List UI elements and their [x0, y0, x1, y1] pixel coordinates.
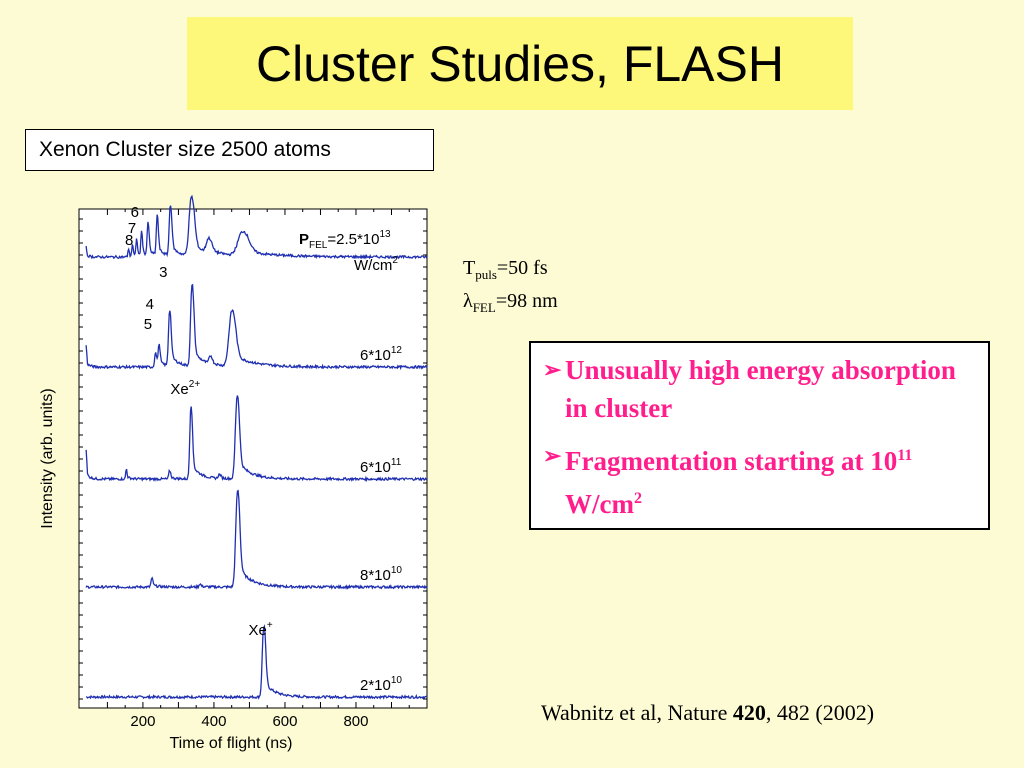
slide-title: Cluster Studies, FLASH [256, 35, 784, 92]
pulse-parameters: Tpuls=50 fs λFEL=98 nm [463, 255, 558, 321]
citation-pages: , 482 (2002) [765, 700, 875, 725]
y-axis-label: Intensity (arb. units) [39, 388, 56, 529]
peak-annotation: 5 [144, 316, 152, 333]
x-tick-label: 800 [343, 713, 368, 730]
peak-annotation: 3 [159, 264, 167, 281]
x-tick-label: 600 [272, 713, 297, 730]
peak-annotation: Xe+ [249, 620, 273, 639]
series-label: 8*1010 [360, 565, 402, 584]
series-label: 2*1010 [360, 675, 402, 694]
series-label: 6*1011 [360, 457, 402, 476]
tpuls-symbol: T [463, 257, 476, 279]
citation-volume: 420 [732, 700, 766, 725]
top-panel-label: PFEL=2.5*1013 [299, 229, 391, 251]
series-line [85, 489, 428, 590]
fel-wavelength: λFEL=98 nm [463, 288, 558, 321]
series-label: 6*1012 [360, 345, 402, 364]
series-line [86, 624, 428, 700]
plot-frame [78, 208, 428, 709]
finding-1: ➢ Unusually high energy absorption in cl… [543, 351, 980, 427]
series-line [85, 395, 428, 483]
finding-2: ➢ Fragmentation starting at 1011 W/cm2 [543, 437, 980, 523]
arrow-bullet-icon: ➢ [543, 443, 562, 468]
title-banner: Cluster Studies, FLASH [187, 17, 853, 110]
x-tick-label: 400 [201, 713, 226, 730]
subtitle-text: Xenon Cluster size 2500 atoms [39, 138, 331, 161]
citation: Wabnitz et al, Nature 420, 482 (2002) [541, 700, 874, 726]
findings-box: ➢ Unusually high energy absorption in cl… [529, 341, 990, 530]
peak-annotation: 4 [146, 296, 154, 313]
lambda-value: =98 nm [495, 290, 558, 312]
x-axis-label: Time of flight (ns) [170, 735, 293, 752]
finding-1-text: Unusually high energy absorption in clus… [565, 355, 956, 423]
pulse-duration: Tpuls=50 fs [463, 255, 558, 288]
lambda-symbol: λ [463, 290, 473, 312]
series-line [85, 283, 428, 371]
lambda-subscript: FEL [472, 300, 496, 315]
citation-text: Wabnitz et al, Nature [541, 700, 733, 725]
peak-annotation: 6 [131, 204, 139, 221]
tpuls-value: =50 fs [496, 257, 548, 279]
top-panel-unit: W/cm2 [354, 255, 398, 274]
peak-annotation: 8 [125, 232, 133, 249]
subtitle-box: Xenon Cluster size 2500 atoms [25, 129, 434, 171]
peak-annotation: Xe2+ [170, 379, 200, 398]
series-line [85, 194, 428, 260]
arrow-bullet-icon: ➢ [543, 357, 562, 382]
finding-2-text: Fragmentation starting at 1011 W/cm2 [565, 446, 913, 519]
tpuls-subscript: puls [475, 267, 497, 282]
x-tick-label: 200 [130, 713, 155, 730]
peak-annotation: 7 [128, 220, 136, 237]
